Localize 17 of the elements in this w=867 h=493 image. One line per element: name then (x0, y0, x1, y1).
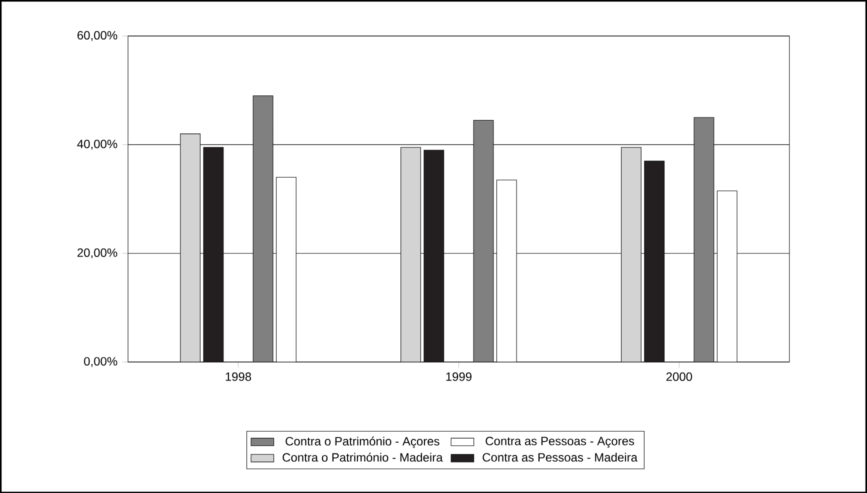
legend-label: Contra as Pessoas - Açores (486, 436, 634, 448)
bar (252, 95, 274, 362)
legend-label: Contra as Pessoas - Madeira (482, 452, 638, 462)
y-tick-label: 60,00% (78, 30, 118, 41)
bar (644, 160, 665, 362)
bar (203, 146, 224, 362)
legend-label: Contra o Património - Madeira (282, 452, 443, 462)
bar (424, 150, 444, 362)
x-tick-label: 1999 (446, 372, 472, 381)
legend-label: Contra o Património - Açores (286, 436, 440, 448)
y-tick-label: 20,00% (78, 248, 118, 258)
x-tick-label: 1998 (226, 372, 252, 381)
bar (473, 120, 494, 362)
bar (694, 117, 714, 362)
y-tick-label: 40,00% (77, 140, 118, 150)
y-tick-label: 0,00% (84, 356, 118, 367)
x-tick-label: 2000 (666, 372, 692, 381)
